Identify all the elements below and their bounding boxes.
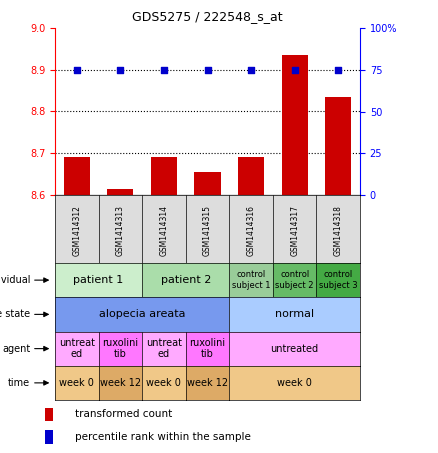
- Text: agent: agent: [2, 344, 30, 354]
- Text: control
subject 3: control subject 3: [319, 270, 357, 290]
- Text: week 12: week 12: [187, 378, 228, 388]
- Bar: [325, 97, 351, 195]
- Title: GDS5275 / 222548_s_at: GDS5275 / 222548_s_at: [132, 10, 283, 23]
- Text: GSM1414313: GSM1414313: [116, 205, 125, 256]
- Bar: [194, 172, 221, 195]
- Point: [291, 66, 298, 73]
- Point: [117, 66, 124, 73]
- Text: individual: individual: [0, 275, 30, 285]
- Bar: [64, 158, 90, 195]
- Bar: [107, 189, 134, 195]
- Text: untreated: untreated: [271, 344, 319, 354]
- Text: patient 1: patient 1: [74, 275, 124, 285]
- Text: week 0: week 0: [146, 378, 181, 388]
- Point: [160, 66, 167, 73]
- Bar: [151, 158, 177, 195]
- Text: control
subject 2: control subject 2: [276, 270, 314, 290]
- Text: disease state: disease state: [0, 309, 30, 319]
- Bar: [282, 55, 308, 195]
- Bar: [45, 430, 53, 443]
- Text: patient 2: patient 2: [160, 275, 211, 285]
- Text: GSM1414317: GSM1414317: [290, 205, 299, 256]
- Text: week 0: week 0: [277, 378, 312, 388]
- Text: week 12: week 12: [100, 378, 141, 388]
- Text: untreat
ed: untreat ed: [146, 338, 182, 359]
- Text: percentile rank within the sample: percentile rank within the sample: [75, 432, 251, 442]
- Text: ruxolini
tib: ruxolini tib: [102, 338, 138, 359]
- Point: [73, 66, 80, 73]
- Text: GSM1414314: GSM1414314: [159, 205, 169, 256]
- Bar: [238, 158, 264, 195]
- Text: untreat
ed: untreat ed: [59, 338, 95, 359]
- Text: GSM1414315: GSM1414315: [203, 205, 212, 256]
- Text: GSM1414312: GSM1414312: [72, 205, 81, 256]
- Text: normal: normal: [275, 309, 314, 319]
- Text: time: time: [8, 378, 30, 388]
- Text: ruxolini
tib: ruxolini tib: [190, 338, 226, 359]
- Text: GSM1414316: GSM1414316: [247, 205, 255, 256]
- Text: alopecia areata: alopecia areata: [99, 309, 185, 319]
- Text: control
subject 1: control subject 1: [232, 270, 270, 290]
- Point: [335, 66, 342, 73]
- Text: week 0: week 0: [59, 378, 94, 388]
- Text: GSM1414318: GSM1414318: [334, 205, 343, 256]
- Text: transformed count: transformed count: [75, 409, 172, 419]
- Point: [247, 66, 254, 73]
- Bar: [45, 408, 53, 421]
- Point: [204, 66, 211, 73]
